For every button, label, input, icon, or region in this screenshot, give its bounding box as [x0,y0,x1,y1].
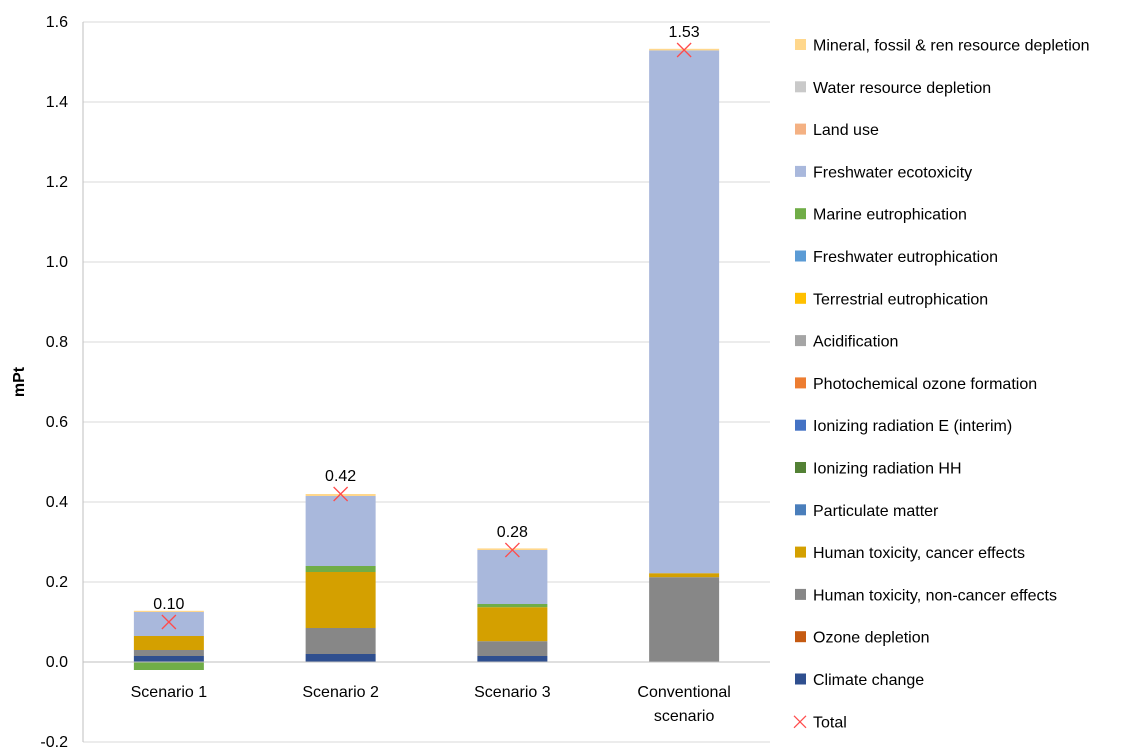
bar-segment-freshwater-ecotoxicity [305,496,376,566]
bar-segment-human-toxicity-cancer-effects [477,607,548,642]
legend-label: Freshwater ecotoxicity [813,164,972,181]
y-tick-label: 1.4 [46,94,68,111]
y-tick-label: 1.6 [46,14,68,31]
bar-segment-marine-eutrophication [133,662,204,670]
bar-segment-climate-change [305,654,376,662]
total-marker [676,42,692,58]
y-tick-label: 0.0 [46,654,68,671]
legend-swatch [795,335,806,347]
y-tick-label: 0.6 [46,414,68,431]
legend-swatch [795,81,806,93]
legend-swatch [795,123,806,135]
total-data-label: 0.42 [325,468,356,485]
bar-segment-human-toxicity-non-cancer-effects [305,628,376,654]
legend-label: Ionizing radiation HH [813,461,962,478]
legend-swatch [795,588,806,600]
legend-label: Human toxicity, non-cancer effects [813,587,1057,604]
bar-segment-mineral-fossil-ren-resource-depletion [305,494,376,496]
y-tick-label: 0.8 [46,334,68,351]
bar-segment-human-toxicity-cancer-effects [133,636,204,650]
legend-total-marker [793,715,807,729]
bar-segment-human-toxicity-cancer-effects [649,573,720,578]
legend-swatch [795,504,806,516]
x-tick-label: scenario [654,708,715,725]
legend-swatch [795,673,806,685]
total-data-label: 0.28 [497,524,528,541]
legend-swatch [795,419,806,431]
bar-segment-climate-change [477,656,548,662]
total-data-label: 0.10 [153,596,184,613]
total-data-label: 1.53 [669,24,700,41]
x-tick-label: Scenario 2 [302,684,379,701]
y-tick-label: 0.4 [46,494,68,511]
total-marker [161,614,177,630]
total-marker [333,486,349,502]
legend-label: Freshwater eutrophication [813,249,998,266]
legend-label: Photochemical ozone formation [813,376,1037,393]
y-tick-label: -0.2 [40,734,68,749]
legend-label: Land use [813,122,879,139]
bar-segment-mineral-fossil-ren-resource-depletion [133,610,204,612]
x-tick-label: Conventional [637,684,730,701]
x-tick-label: Scenario 1 [131,684,208,701]
bar-segment-human-toxicity-cancer-effects [305,572,376,628]
bar-segment-human-toxicity-non-cancer-effects [477,641,548,656]
legend-label: Ionizing radiation E (interim) [813,418,1012,435]
total-marker [504,542,520,558]
legend-swatch [795,377,806,389]
bar-segment-human-toxicity-non-cancer-effects [133,650,204,656]
y-tick-label: 0.2 [46,574,68,591]
legend-label: Terrestrial eutrophication [813,291,988,308]
legend-label: Water resource depletion [813,80,991,97]
legend-label: Mineral, fossil & ren resource depletion [813,38,1090,55]
bar-segment-marine-eutrophication [305,566,376,572]
bar-segment-climate-change [133,656,204,662]
bar-segment-human-toxicity-non-cancer-effects [649,577,720,662]
y-tick-label: 1.2 [46,174,68,191]
legend-swatch [795,208,806,220]
legend-swatch [795,39,806,50]
bar-segment-freshwater-ecotoxicity [649,50,720,574]
bar-segment-marine-eutrophication [477,604,548,608]
legend-label: Climate change [813,672,924,689]
legend-swatch [795,631,806,643]
legend-label: Total [813,714,847,731]
legend-label: Marine eutrophication [813,207,967,224]
legend-swatch [795,462,806,473]
y-axis-title: mPt [11,366,28,397]
legend-label: Human toxicity, cancer effects [813,545,1025,562]
y-tick-label: 1.0 [46,254,68,271]
legend-label: Particulate matter [813,503,939,520]
legend-swatch [795,250,806,262]
legend-swatch [795,292,806,304]
legend-label: Ozone depletion [813,630,930,647]
legend-label: Acidification [813,334,898,351]
x-tick-label: Scenario 3 [474,684,551,701]
legend-swatch [795,165,806,177]
legend-swatch [795,546,806,558]
bar-segment-freshwater-ecotoxicity [133,612,204,636]
bar-segment-freshwater-ecotoxicity [477,550,548,604]
